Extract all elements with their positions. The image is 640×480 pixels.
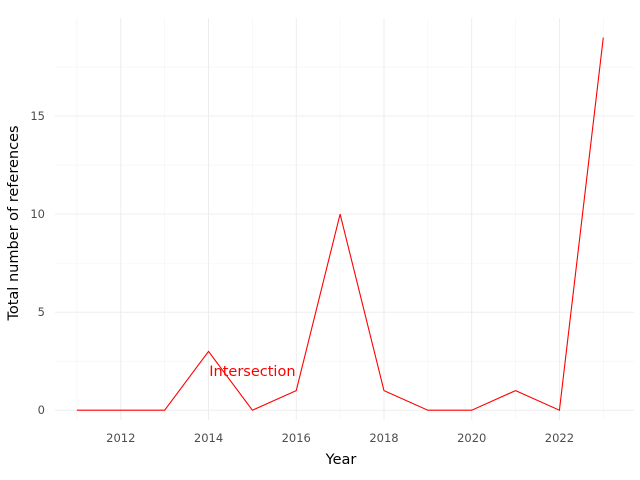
y-tick-label: 5: [38, 305, 45, 319]
annotations: Intersection: [209, 364, 295, 380]
y-tick-label: 15: [30, 109, 45, 123]
annotation-label: Intersection: [209, 364, 295, 380]
x-axis-title: Year: [325, 452, 357, 468]
y-tick-label: 0: [38, 403, 45, 417]
grid: [55, 18, 634, 420]
series-line-0: [76, 37, 604, 412]
x-tick-label: 2016: [282, 431, 311, 445]
y-axis-title: Total number of references: [6, 125, 22, 321]
y-tick-label: 10: [30, 207, 45, 221]
x-tick-label: 2020: [457, 431, 486, 445]
series-lines: [76, 37, 604, 412]
y-axis-ticks: 0 5 10 15: [30, 109, 45, 417]
x-tick-label: 2012: [106, 431, 135, 445]
x-tick-label: 2014: [194, 431, 223, 445]
x-axis-ticks: 2012 2014 2016 2018 2020 2022: [106, 431, 574, 445]
x-tick-label: 2022: [545, 431, 574, 445]
x-tick-label: 2018: [369, 431, 398, 445]
